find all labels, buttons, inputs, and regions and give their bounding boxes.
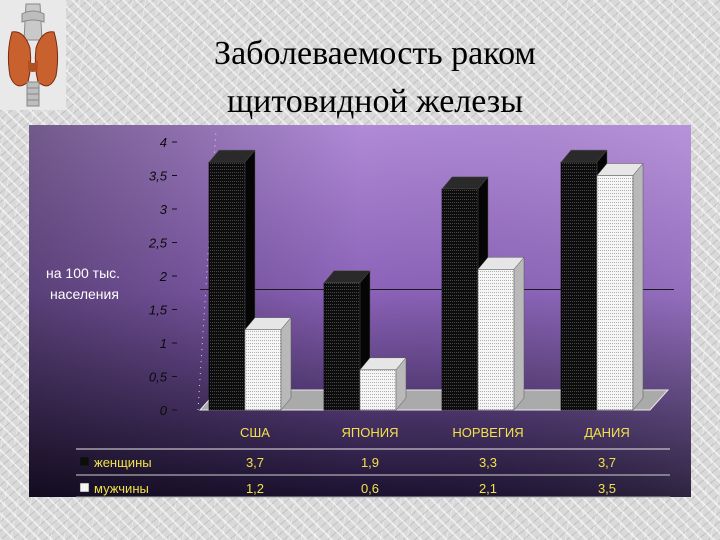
- category-label: США: [240, 425, 270, 440]
- title-line-2: щитовидной железы: [226, 83, 524, 120]
- y-tick-label: 2: [159, 269, 168, 284]
- title-line-1: Заболеваемость раком: [214, 35, 536, 72]
- table-value: 3,7: [598, 455, 616, 470]
- thyroid-gland-icon: [0, 0, 66, 110]
- y-tick-label: 1,5: [149, 303, 168, 318]
- table-value: 3,7: [246, 455, 264, 470]
- y-tick-label: 2,5: [148, 236, 168, 251]
- y-tick-label: 3: [160, 202, 168, 217]
- slide-title: Заболеваемость раком щитовидной железы: [120, 30, 630, 126]
- y-tick-label: 3,5: [149, 169, 168, 184]
- plot-area: 0 0,5 1 1,5 2 2,5 3 3,5 4 США ЯПОНИЯ НОРВЕГИЯ ДАНИЯ ж…: [76, 129, 674, 498]
- bar-men-side: [513, 256, 525, 411]
- bar-men-side: [632, 162, 644, 411]
- bar-women: [441, 188, 479, 411]
- category-label: ЯПОНИЯ: [342, 425, 399, 440]
- y-tick-label: 4: [160, 135, 167, 150]
- legend-label: мужчины: [94, 481, 149, 496]
- bar-women: [560, 161, 598, 411]
- table-value: 1,9: [361, 455, 379, 470]
- y-tick-label: 0: [160, 403, 168, 418]
- table-value: 2,1: [479, 481, 497, 496]
- y-axis-label-line-1: на 100 тыс.: [46, 265, 120, 281]
- category-label: ДАНИЯ: [584, 425, 630, 440]
- bar-women: [323, 282, 361, 411]
- y-tick-label: 1: [160, 336, 167, 351]
- y-tick-label: 0,5: [149, 370, 168, 385]
- category-label: НОРВЕГИЯ: [452, 425, 523, 440]
- thyroid-logo: [0, 0, 66, 110]
- bar-men-side: [395, 357, 407, 411]
- bar-men: [477, 268, 515, 411]
- table-value: 3,3: [479, 455, 497, 470]
- bar-men-side: [280, 316, 292, 411]
- table-value: 0,6: [361, 481, 379, 496]
- legend-label: женщины: [94, 455, 152, 470]
- bar-men: [596, 175, 634, 411]
- bar-men: [359, 369, 397, 411]
- bar-men: [244, 329, 282, 411]
- legend-swatch: [79, 482, 90, 493]
- table-value: 1,2: [246, 481, 264, 496]
- bar-women: [208, 161, 246, 411]
- legend-swatch: [79, 456, 90, 467]
- table-value: 3,5: [598, 481, 616, 496]
- y-axis-label-line-2: населения: [50, 286, 119, 302]
